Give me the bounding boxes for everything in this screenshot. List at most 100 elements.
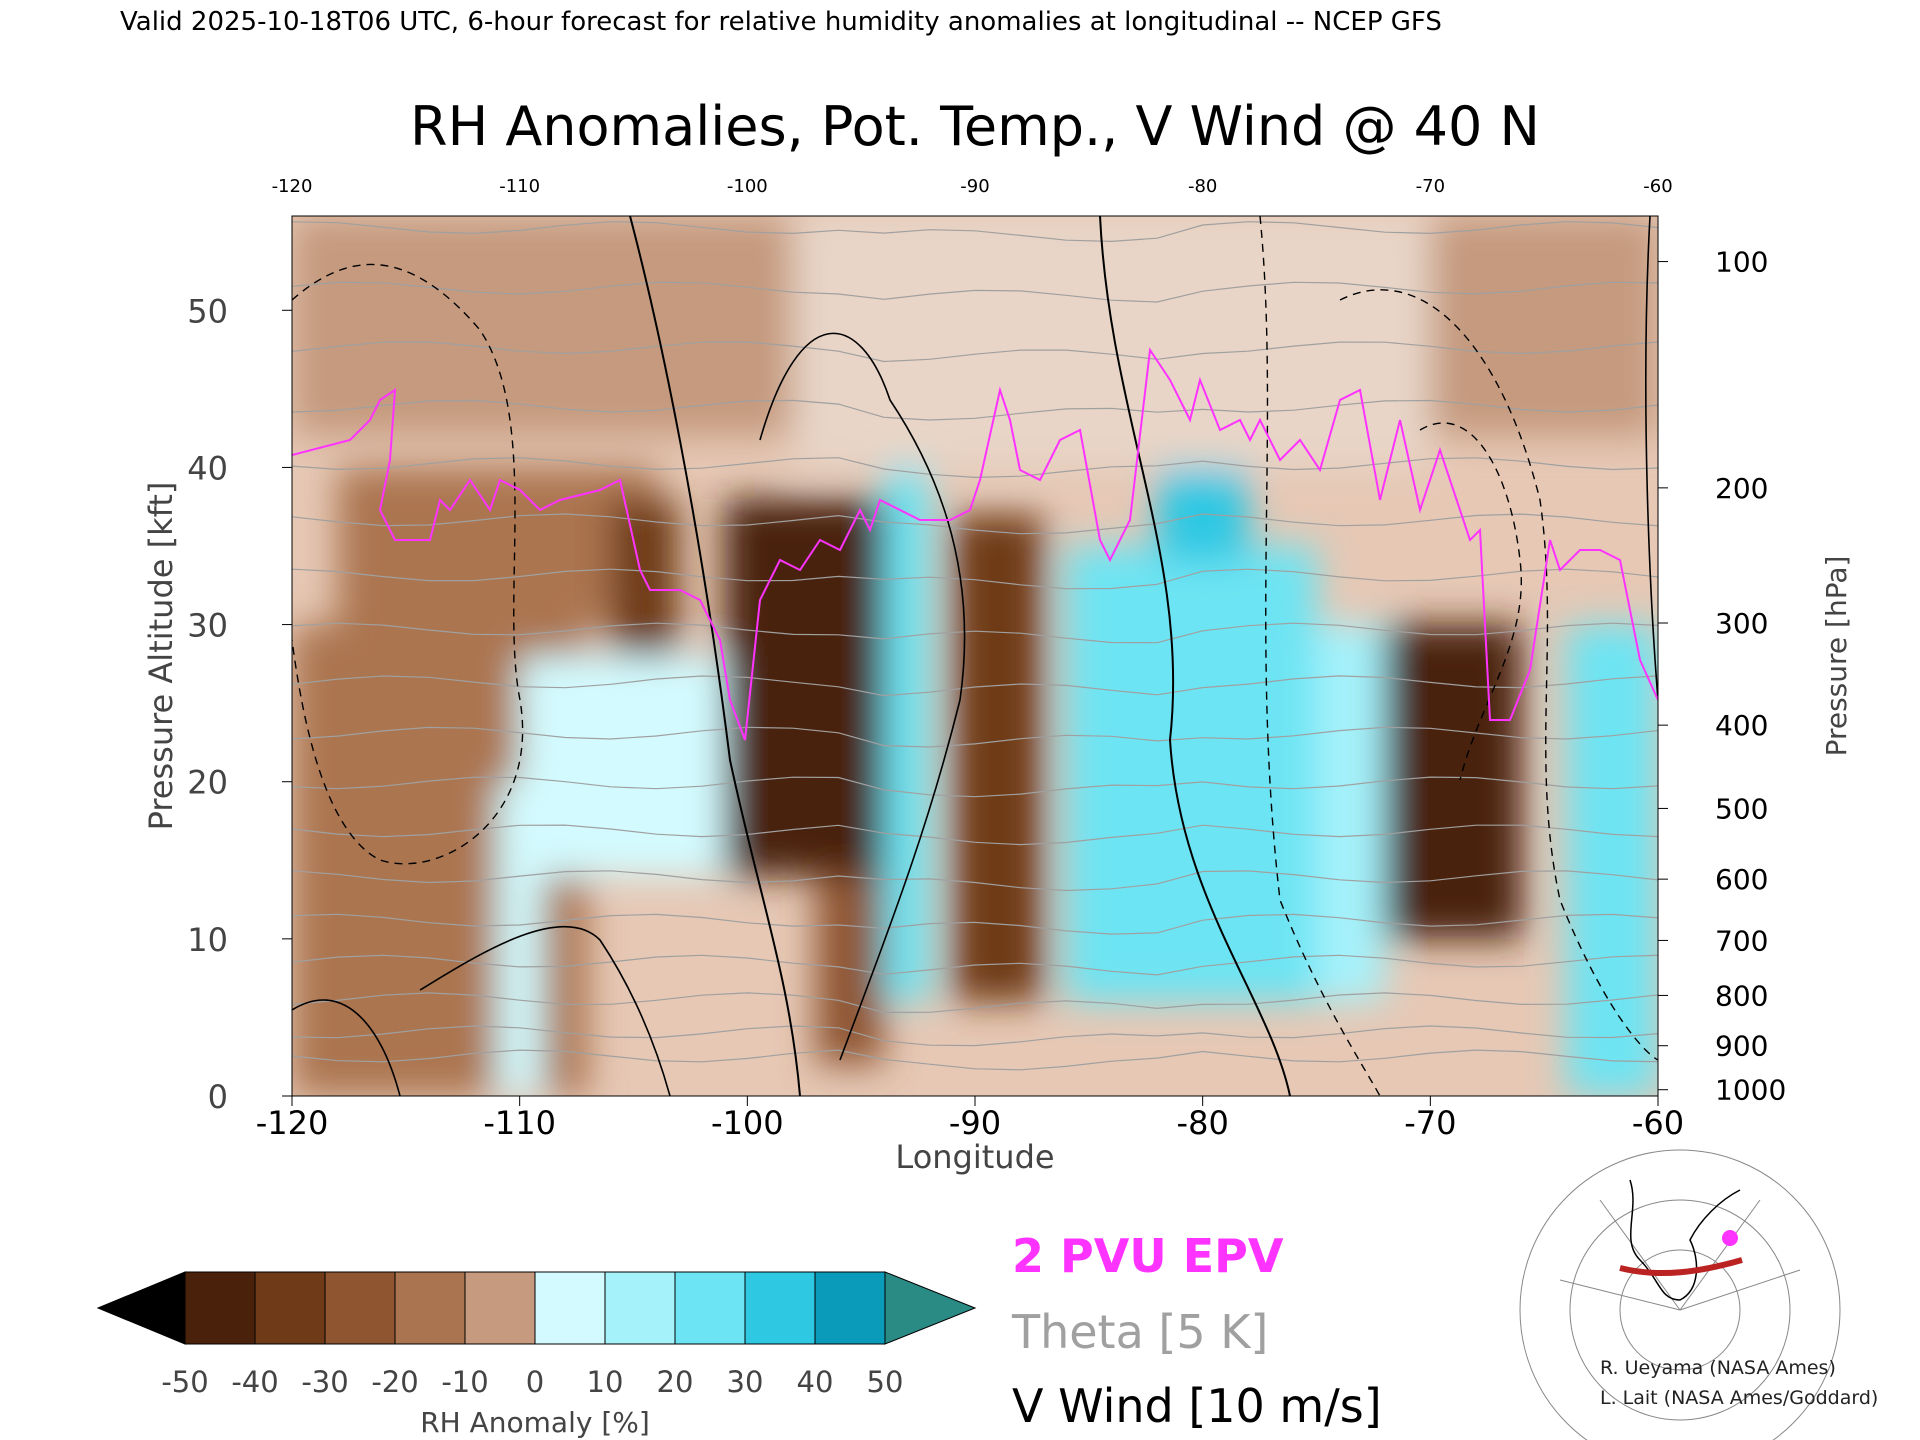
colorbar-under-triangle xyxy=(96,1271,186,1345)
rh-cell-15 xyxy=(792,216,1431,468)
colorbar-box xyxy=(744,1271,816,1345)
x-tick-label: -120 xyxy=(256,1104,329,1142)
pressure-tick-label: 1000 xyxy=(1715,1074,1786,1107)
colorbar-box xyxy=(604,1271,676,1345)
pressure-tick-label: 500 xyxy=(1715,792,1768,825)
rh-cell-8 xyxy=(952,514,1044,1002)
rh-cell-9 xyxy=(1066,546,1317,1002)
v-wind-dashed-3 xyxy=(1339,289,1658,1061)
theta-contour-12 xyxy=(292,513,1658,535)
x-axis: -120 -110 -100 -90 -80 -70 -60 xyxy=(256,1096,1684,1142)
colorbar-box xyxy=(394,1271,466,1345)
legend-epv: 2 PVU EPV xyxy=(1012,1229,1284,1283)
theta-contour-4 xyxy=(292,913,1658,935)
pressure-tick-label: 600 xyxy=(1715,863,1768,896)
x-tick-label: -110 xyxy=(483,1104,556,1142)
x-tick-label: -90 xyxy=(949,1104,1001,1142)
colorbar-over-triangle xyxy=(884,1271,977,1345)
x-tick-label: -70 xyxy=(1404,1104,1456,1142)
v-wind-dashed-1 xyxy=(292,263,524,865)
colorbar-tick-label: -30 xyxy=(301,1365,348,1399)
top-tick-label: -60 xyxy=(1643,176,1672,197)
header-text: Valid 2025-10-18T06 UTC, 6-hour forecast… xyxy=(120,7,1442,37)
colorbar-box xyxy=(464,1271,536,1345)
legend: 2 PVU EPV Theta [5 K] V Wind [10 m/s] xyxy=(1011,1229,1382,1433)
colorbar-tick-label: 40 xyxy=(797,1365,834,1399)
y-tick-label: 30 xyxy=(187,607,228,645)
rh-cell-12 xyxy=(1384,624,1522,939)
y-tick-label: 20 xyxy=(187,764,228,802)
top-tick-label: -110 xyxy=(499,176,540,197)
theta-contour-13 xyxy=(292,457,1658,479)
x-tick-label: -100 xyxy=(711,1104,784,1142)
colorbar-tick-label: 50 xyxy=(867,1365,904,1399)
theta-contour-14 xyxy=(292,399,1658,421)
y-tick-label: 50 xyxy=(187,292,228,330)
colorbar-tick-label: -50 xyxy=(161,1365,208,1399)
legend-theta: Theta [5 K] xyxy=(1011,1305,1268,1359)
colorbar-tick-label: -20 xyxy=(371,1365,418,1399)
credit-1: R. Ueyama (NASA Ames) xyxy=(1600,1357,1836,1379)
theta-contour-0 xyxy=(292,1049,1658,1071)
x-tick-label: -60 xyxy=(1632,1104,1684,1142)
chart-title: RH Anomalies, Pot. Temp., V Wind @ 40 N xyxy=(410,95,1540,158)
colorbar-box xyxy=(534,1271,606,1345)
colorbar: -50 -40 -30 -20 -10 0 10 20 30 40 50 RH Anomaly [%… xyxy=(96,1271,977,1439)
top-tick-label: -100 xyxy=(727,176,768,197)
rh-cell-13 xyxy=(1566,624,1658,1096)
x-axis-label: Longitude xyxy=(895,1138,1054,1176)
theta-contour-1 xyxy=(292,1025,1658,1047)
x-tick-label: -80 xyxy=(1177,1104,1229,1142)
v-wind-contour-2 xyxy=(1099,216,1291,1096)
legend-vwind: V Wind [10 m/s] xyxy=(1012,1379,1382,1433)
top-tick-label: -70 xyxy=(1416,176,1445,197)
y-axis: 0 10 20 30 40 50 xyxy=(187,292,292,1116)
y-tick-label: 10 xyxy=(187,921,228,959)
colorbar-tick-labels: -50 -40 -30 -20 -10 0 10 20 30 40 50 xyxy=(161,1365,903,1399)
colorbar-tick-label: 30 xyxy=(727,1365,764,1399)
colorbar-box xyxy=(674,1271,746,1345)
colorbar-box xyxy=(324,1271,396,1345)
theta-contour-9 xyxy=(292,675,1658,697)
inset-map-marker-icon xyxy=(1722,1230,1738,1246)
rh-cell-11 xyxy=(1316,624,1385,1002)
theta-contour-3 xyxy=(292,954,1658,976)
theta-contour-5 xyxy=(292,870,1658,892)
top-tick-label: -90 xyxy=(960,176,989,197)
colorbar-box xyxy=(254,1271,326,1345)
v-wind-contour-4 xyxy=(292,926,671,1096)
pressure-tick-label: 100 xyxy=(1715,246,1768,279)
top-tick-label: -80 xyxy=(1188,176,1217,197)
pressure-tick-label: 200 xyxy=(1715,472,1768,505)
colorbar-boxes xyxy=(184,1271,886,1345)
rh-cell-3 xyxy=(519,656,748,876)
epv-2pvu-line xyxy=(292,347,1658,741)
top-tick-label: -120 xyxy=(272,176,313,197)
pressure-tick-label: 700 xyxy=(1715,924,1768,957)
theta-contour-11 xyxy=(292,568,1658,590)
theta-contour-2 xyxy=(292,992,1658,1014)
pressure-axis: 1000 900 800 700 600 500 400 300 200 100 xyxy=(1658,246,1786,1107)
pressure-tick-label: 800 xyxy=(1715,979,1768,1012)
colorbar-tick-label: -40 xyxy=(231,1365,278,1399)
pressure-tick-label: 300 xyxy=(1715,607,1768,640)
theta-contour-7 xyxy=(292,776,1658,798)
colorbar-tick-label: 10 xyxy=(587,1365,624,1399)
v-wind-dashed-2 xyxy=(1259,216,1381,1096)
colorbar-tick-label: -10 xyxy=(441,1365,488,1399)
theta-contours xyxy=(292,221,1658,1071)
theta-contour-10 xyxy=(292,622,1658,644)
theta-contour-16 xyxy=(292,281,1658,303)
v-wind-contour-5 xyxy=(1645,216,1658,701)
y-tick-label: 0 xyxy=(208,1078,228,1116)
theta-contour-6 xyxy=(292,824,1658,846)
theta-contour-17 xyxy=(292,221,1658,243)
y-axis-label: Pressure Altitude [kft] xyxy=(142,482,180,831)
rh-cell-4 xyxy=(610,498,680,656)
top-axis: -120 -110 -100 -90 -80 -70 -60 xyxy=(272,176,1673,197)
rh-cell-7 xyxy=(883,436,930,1002)
plot-area xyxy=(291,215,1659,1097)
pressure-tick-label: 400 xyxy=(1715,709,1768,742)
v-wind-contour-3 xyxy=(759,332,966,1061)
